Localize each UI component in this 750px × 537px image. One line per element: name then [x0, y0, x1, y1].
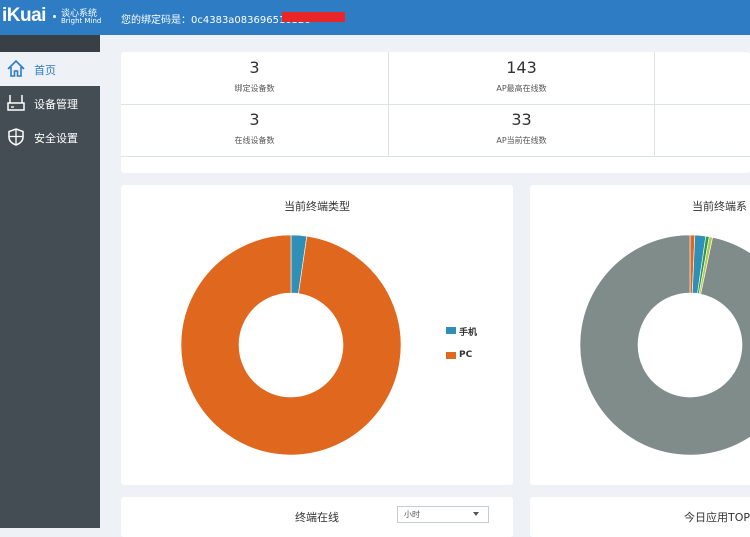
- legend-swatch: [446, 352, 456, 359]
- stat-value: 143: [506, 58, 537, 77]
- stat-online-devices: 3 在线设备数: [121, 104, 388, 156]
- redaction-mark: [282, 12, 345, 22]
- legend-label: PC: [459, 350, 473, 360]
- stats-card: 3 绑定设备数 143 AP最高在线数 3 在线设备数 33 AP当前在线数: [121, 52, 750, 173]
- logo-dot: [53, 15, 56, 18]
- stat-ap-max-online: 143 AP最高在线数: [388, 52, 655, 104]
- stat-ap-current-online: 33 AP当前在线数: [388, 104, 655, 156]
- stat-label: AP最高在线数: [496, 84, 547, 93]
- divider: [121, 104, 750, 105]
- card-title: 当前终端系: [692, 200, 747, 213]
- sidebar-item-label: 安全设置: [34, 132, 78, 145]
- card-title: 当前终端类型: [284, 200, 350, 213]
- bind-code-text: 您的绑定码是：0c4383a083696510320: [121, 15, 311, 26]
- terminal-os-card: 当前终端系: [530, 185, 750, 485]
- terminal-type-donut-chart: [180, 234, 402, 456]
- shield-icon: [8, 128, 24, 146]
- stat-value: 3: [249, 110, 260, 129]
- stat-label: 绑定设备数: [234, 84, 275, 93]
- sidebar-item-home[interactable]: 首页: [0, 52, 100, 86]
- terminal-os-donut-chart: [579, 234, 750, 456]
- legend-label: 手机: [459, 328, 478, 338]
- pie-slice-4[interactable]: [579, 234, 750, 456]
- divider: [121, 156, 750, 157]
- select-value: 小时: [404, 510, 420, 519]
- sidebar-item-security[interactable]: 安全设置: [0, 120, 100, 154]
- sidebar-item-devices[interactable]: 设备管理: [0, 86, 100, 120]
- stat-value: 33: [511, 110, 532, 129]
- app-top-card: 今日应用TOP: [530, 497, 750, 537]
- home-icon: [7, 59, 25, 77]
- router-icon: [7, 95, 25, 111]
- logo-en: Bright Mind: [61, 17, 102, 25]
- time-range-select[interactable]: 小时: [397, 506, 489, 523]
- sidebar-item-label: 首页: [34, 64, 56, 77]
- sidebar: 首页 设备管理 安全设置: [0, 35, 100, 528]
- logo-cn: 谈心系统: [61, 9, 98, 19]
- stat-value: 3: [249, 58, 260, 77]
- stat-bound-devices: 3 绑定设备数: [121, 52, 388, 104]
- chevron-down-icon: [473, 512, 479, 516]
- pie-slice-pc[interactable]: [180, 234, 402, 456]
- terminal-type-card: 当前终端类型 手机 PC: [121, 185, 513, 485]
- sidebar-item-label: 设备管理: [34, 98, 78, 111]
- stat-label: AP当前在线数: [496, 136, 547, 145]
- stat-label: 在线设备数: [234, 136, 275, 145]
- card-title: 终端在线: [295, 511, 339, 524]
- legend-swatch: [446, 327, 456, 334]
- sidebar-header: [0, 35, 100, 52]
- logo-text: iKuai: [2, 5, 46, 26]
- card-title: 今日应用TOP: [684, 511, 750, 524]
- top-bar: iKuai 谈心系统 Bright Mind 您的绑定码是：0c4383a083…: [0, 0, 750, 35]
